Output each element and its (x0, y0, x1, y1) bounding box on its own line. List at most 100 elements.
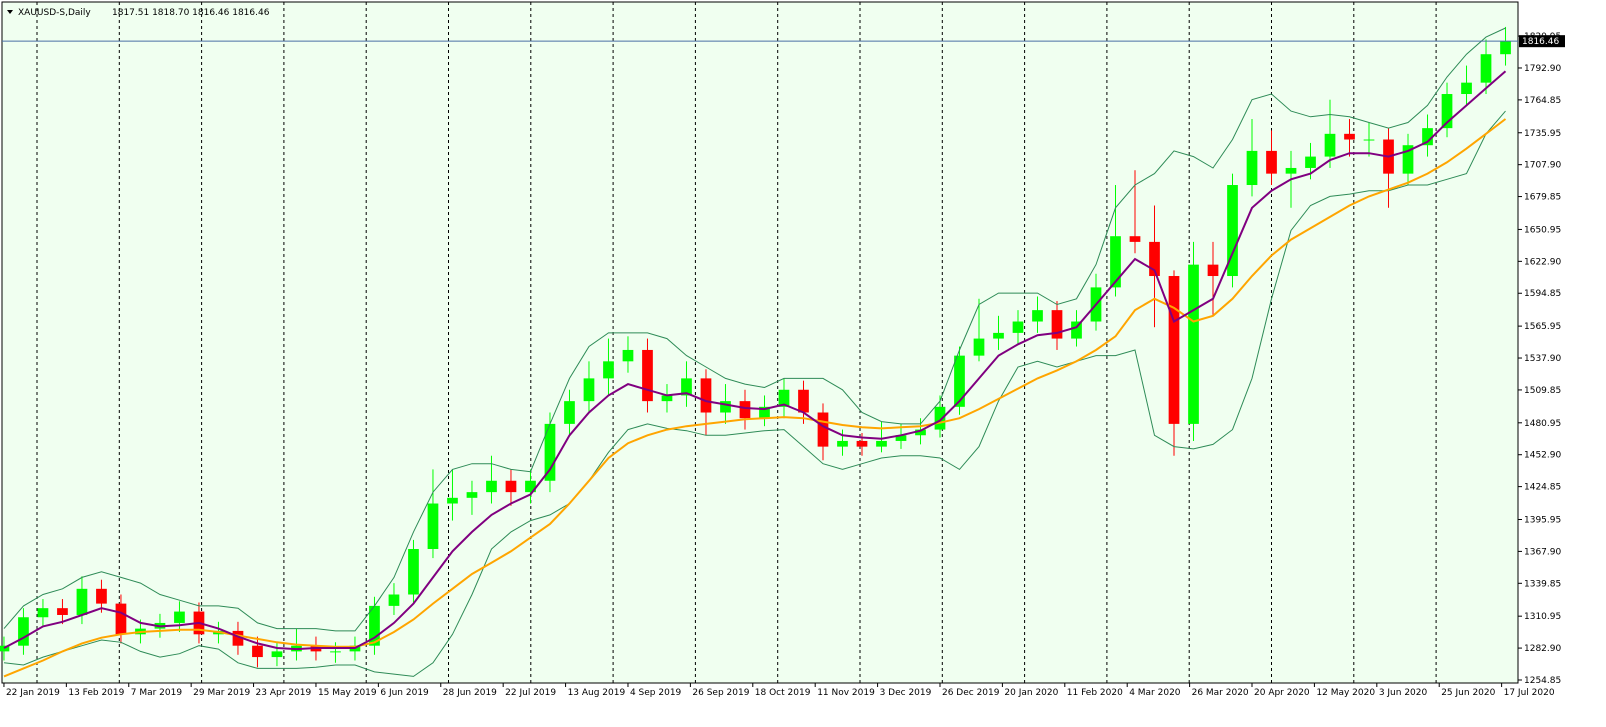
candle-body (1168, 276, 1180, 424)
y-tick-label: 1537.90 (1524, 354, 1561, 364)
candle-body (76, 588, 88, 615)
x-tick-label: 3 Dec 2019 (880, 688, 932, 698)
y-tick-label: 1650.95 (1524, 225, 1561, 235)
candle-body (1305, 156, 1316, 168)
price-label-box (1519, 35, 1565, 48)
candle-body (1110, 236, 1121, 288)
candle-body (18, 617, 29, 646)
candle-body (330, 651, 341, 653)
y-tick-label: 1424.85 (1524, 483, 1561, 493)
x-tick-label: 11 Nov 2019 (817, 688, 875, 698)
x-tick-label: 23 Apr 2019 (256, 688, 312, 698)
y-tick-label: 1395.95 (1524, 515, 1561, 525)
y-tick-label: 1339.85 (1524, 579, 1561, 589)
y-tick-label: 1679.85 (1524, 193, 1561, 203)
candle-body (915, 429, 926, 436)
candle-body (1071, 321, 1082, 339)
candle-body (798, 389, 809, 413)
candle-body (1188, 264, 1199, 424)
x-tick-label: 4 Sep 2019 (630, 688, 682, 698)
candle-body (544, 423, 556, 481)
candle-body (759, 406, 770, 419)
candle-body (447, 497, 458, 504)
candle-body (37, 608, 49, 618)
candle-body (57, 608, 68, 615)
candle-body (1012, 321, 1024, 333)
candle-body (973, 338, 985, 356)
x-tick-label: 13 Feb 2019 (68, 688, 124, 698)
candle-body (369, 605, 380, 646)
candle-body (642, 349, 653, 402)
x-tick-label: 28 Jun 2019 (443, 688, 497, 698)
candle-body (739, 401, 751, 419)
y-tick-label: 1764.85 (1524, 96, 1561, 106)
chart-title: XAUUSD-S,Daily (18, 8, 91, 18)
candle-body (96, 588, 107, 604)
indicator-line (3, 70, 1507, 651)
candle-body (583, 378, 595, 402)
candle-body (622, 349, 634, 362)
y-tick-label: 1735.95 (1524, 129, 1561, 139)
candle-body (817, 412, 829, 447)
x-tick-label: 22 Jan 2019 (6, 688, 60, 698)
candle-body (837, 440, 848, 447)
candle-body (1246, 150, 1258, 186)
candle-body (1480, 54, 1492, 83)
x-tick-label: 22 Jul 2019 (505, 688, 556, 698)
y-tick-label: 1310.95 (1524, 612, 1561, 622)
y-tick-label: 1565.95 (1524, 322, 1561, 332)
y-tick-label: 1254.85 (1524, 676, 1561, 686)
x-tick-label: 7 Mar 2019 (131, 688, 183, 698)
x-tick-label: 12 May 2020 (1316, 688, 1375, 698)
x-tick-label: 26 Mar 2020 (1192, 688, 1249, 698)
candle-body (1324, 133, 1336, 157)
x-tick-label: 26 Dec 2019 (942, 688, 1000, 698)
x-tick-label: 29 Mar 2019 (193, 688, 250, 698)
plot-area (1, 1, 1519, 684)
candle-body (505, 480, 517, 493)
candle-body (388, 594, 400, 606)
quote: 1817.51 1818.70 1816.46 1816.46 (112, 8, 270, 18)
candle-body (895, 435, 907, 441)
candle-body (1441, 94, 1453, 129)
candle-body (700, 378, 712, 413)
candle-body (720, 401, 731, 413)
x-tick-label: 17 Jul 2020 (1504, 688, 1555, 698)
indicator-line (3, 27, 1506, 632)
indicator-line (3, 110, 1506, 677)
candle-body (1363, 139, 1375, 141)
x-tick-label: 26 Sep 2019 (692, 688, 749, 698)
candle-body (1032, 310, 1043, 322)
y-tick-label: 1282.90 (1524, 644, 1561, 654)
candle-body (252, 645, 263, 658)
y-tick-label: 1792.90 (1524, 64, 1561, 74)
x-tick-label: 15 May 2019 (318, 688, 377, 698)
x-tick-label: 13 Aug 2019 (568, 688, 626, 698)
candle-body (1422, 128, 1433, 146)
y-tick-label: 1622.90 (1524, 257, 1561, 267)
menu-arrow[interactable] (7, 10, 13, 14)
candle-body (681, 378, 692, 396)
candle-body (115, 603, 127, 635)
y-tick-label: 1707.90 (1524, 161, 1561, 171)
candle-body (1402, 145, 1414, 174)
x-tick-label: 20 Jan 2020 (1004, 688, 1058, 698)
candle-body (1285, 167, 1297, 174)
candle-body (408, 549, 419, 595)
candle-body (466, 492, 478, 498)
x-tick-label: 25 Jun 2020 (1441, 688, 1495, 698)
candle-body (934, 406, 946, 430)
candle-body (174, 611, 185, 623)
x-tick-label: 4 Mar 2020 (1129, 688, 1181, 698)
candle-body (954, 355, 965, 407)
candle-body (1129, 236, 1141, 242)
y-tick-label: 1509.85 (1524, 386, 1561, 396)
candle-body (564, 401, 575, 424)
candle-body (1149, 241, 1160, 277)
x-tick-label: 3 Jun 2020 (1379, 688, 1428, 698)
candle-body (856, 440, 868, 447)
candle-body (1266, 150, 1277, 174)
candle-body (427, 503, 439, 550)
x-tick-label: 11 Feb 2020 (1067, 688, 1123, 698)
